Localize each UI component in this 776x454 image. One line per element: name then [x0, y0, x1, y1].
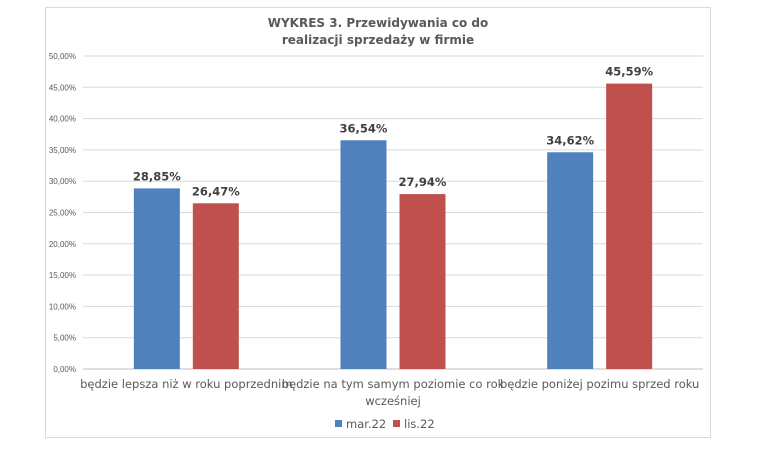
data-label: 36,54%	[340, 121, 388, 135]
y-tick-label: 0,00%	[53, 365, 76, 374]
data-label: 45,59%	[605, 65, 653, 79]
y-tick-label: 20,00%	[49, 240, 76, 249]
y-tick-label: 5,00%	[53, 334, 76, 343]
y-tick-label: 15,00%	[49, 271, 76, 280]
y-tick-label: 40,00%	[49, 115, 76, 124]
legend-label: mar.22	[346, 417, 386, 431]
bar-mar-22	[133, 188, 180, 369]
legend-swatch	[335, 420, 342, 427]
category-label: będzie na tym samym poziomie co rok	[282, 377, 505, 391]
y-tick-label: 10,00%	[49, 302, 76, 311]
data-label: 27,94%	[399, 175, 447, 189]
y-tick-label: 30,00%	[49, 177, 76, 186]
y-tick-label: 50,00%	[49, 52, 76, 61]
bar-lis-22	[399, 194, 446, 369]
chart-frame	[45, 7, 711, 438]
bar-lis-22	[192, 203, 239, 369]
bar-lis-22	[606, 83, 653, 369]
data-label: 28,85%	[133, 169, 181, 183]
chart-title: WYKRES 3. Przewidywania co do	[268, 16, 489, 30]
category-label: wcześniej	[365, 394, 421, 408]
category-label: będzie poniżej pozimu sprzed roku	[500, 377, 699, 391]
y-tick-label: 25,00%	[49, 209, 76, 218]
y-tick-label: 45,00%	[49, 83, 76, 92]
data-label: 34,62%	[546, 133, 594, 147]
category-label: będzie lepsza niż w roku poprzednim	[80, 377, 292, 391]
data-label: 26,47%	[192, 184, 240, 198]
y-tick-label: 35,00%	[49, 146, 76, 155]
legend-swatch	[393, 420, 400, 427]
bar-mar-22	[340, 140, 387, 369]
legend-label: lis.22	[404, 417, 435, 431]
bar-mar-22	[547, 152, 594, 369]
chart-title: realizacji sprzedaży w firmie	[282, 33, 474, 47]
